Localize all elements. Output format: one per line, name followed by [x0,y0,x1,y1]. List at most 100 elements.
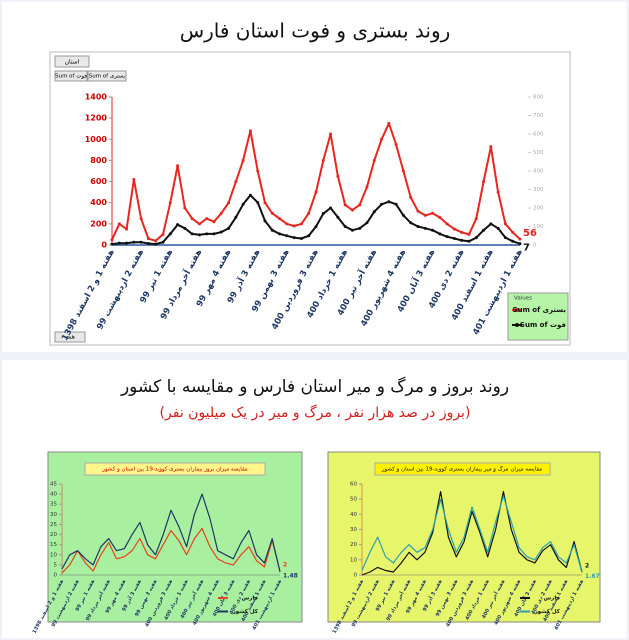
series-point [161,240,165,244]
series-point [234,180,238,184]
series-point [474,217,478,221]
series-point [168,201,172,205]
series-point [380,137,384,141]
legend-label: Sum of فوت [520,321,566,329]
chart-title-box [84,462,266,476]
series-point [518,237,522,241]
series-point [139,240,143,244]
series-point [278,217,282,221]
legend-title: Values [514,296,532,302]
series-point [285,234,289,238]
series-point [307,234,311,238]
series-line [361,491,583,576]
series-point [350,228,354,232]
y-tick-label: 60 [350,482,357,488]
series-point [117,241,121,245]
series-point [445,235,449,239]
series-line [361,495,583,573]
series-point [125,227,129,231]
series-point [292,224,296,228]
series-point [241,202,245,206]
series-point [183,226,187,230]
series-point [496,226,500,230]
series-point [372,158,376,162]
series-point [110,242,114,246]
end-value-label: 56 [523,228,537,239]
series-point [176,164,180,168]
field-button[interactable] [54,70,88,82]
y-tick-label: 1200 [85,114,108,123]
series-point [263,219,267,223]
series-point [248,129,252,133]
y2-tick-label: 500 [533,150,544,156]
y-tick-label: 40 [350,512,357,518]
series-point [489,145,493,149]
series-point [197,222,201,226]
series-point [467,239,471,243]
series-point [299,237,303,241]
series-point [409,195,413,199]
series-point [205,232,209,236]
series-point [496,190,500,194]
series-point [176,223,180,227]
series-point [197,233,201,237]
series-point [365,185,369,189]
series-point [278,232,282,236]
series-point [183,206,187,210]
legend-marker [515,308,519,312]
series-point [518,242,522,246]
y-tick-label: 35 [50,502,57,508]
series-point [350,208,354,212]
series-point [423,213,427,217]
series-point [343,203,347,207]
series-point [452,237,456,241]
series-point [256,200,260,204]
series-point [219,230,223,234]
y-tick-label: 50 [350,497,357,503]
y2-tick-label: 0 [533,243,537,249]
footer-button[interactable] [54,331,86,343]
y-tick-label: 30 [350,527,357,533]
y-tick-label: 20 [350,542,357,548]
y-tick-label: 400 [90,198,107,207]
series-point [132,240,136,244]
y-tick-label: 0 [101,241,107,250]
y-tick-label: 10 [50,552,57,558]
y-tick-label: 600 [90,177,107,186]
series-point [227,226,231,230]
section-subtitle: (بروز در صد هزار نفر ، مرگ و میر در یک م… [160,403,471,421]
series-point [146,242,150,246]
series-point [234,215,238,219]
series-point [256,169,260,173]
series-point [321,158,325,162]
series-point [416,209,420,213]
series-point [511,239,515,243]
series-point [146,237,150,241]
y2-tick-label: 700 [533,113,544,119]
field-button[interactable] [87,70,127,82]
series-point [394,202,398,206]
series-point [423,226,427,230]
series-point [190,217,194,221]
y2-tick-label: 200 [533,206,544,212]
filter-button[interactable] [54,55,90,68]
y-tick-label: 15 [50,542,57,548]
series-point [219,211,223,215]
series-point [292,236,296,240]
series-point [343,225,347,228]
chart-panel [47,451,303,623]
y-tick-label: 30 [50,512,57,518]
series-point [227,201,231,205]
series-point [511,230,515,234]
end-value-label: 2 [585,562,589,569]
series-point [321,212,325,216]
series-point [503,222,507,226]
series-point [212,220,216,224]
series-point [387,121,391,125]
series-point [270,228,274,232]
series-point [132,177,136,181]
series-point [314,190,318,194]
end-value-label: 1.67 [585,573,600,580]
series-point [248,193,252,197]
